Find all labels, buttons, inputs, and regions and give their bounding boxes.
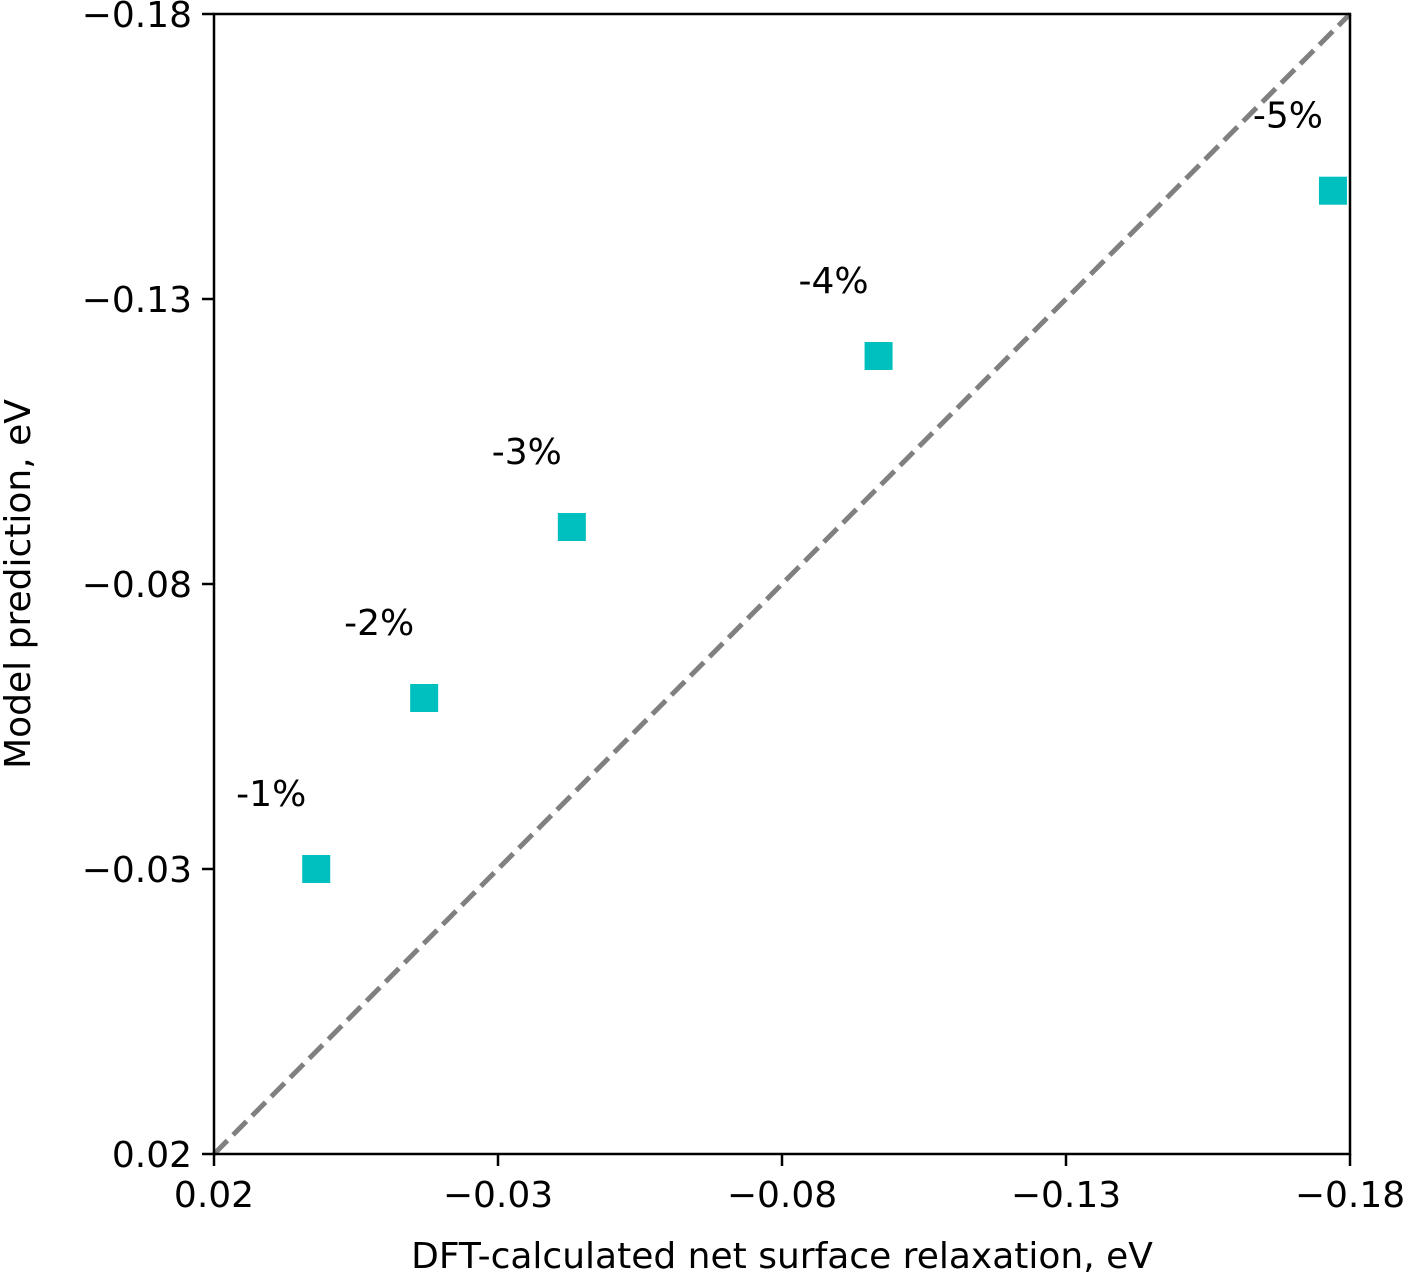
y-tick-label: −0.18: [82, 0, 192, 36]
data-point: [557, 513, 586, 541]
plot-frame: [212, 12, 1352, 1156]
annotations-layer: -1% -2% -3% -4% -5%: [236, 96, 1323, 815]
marks-layer: [212, 12, 1352, 1156]
ticks-layer: 0.02 −0.03 −0.08 −0.13 −0.18 0.02 −0.03 −0.08 −0…: [82, 0, 1405, 1216]
data-point: [410, 684, 439, 712]
x-tick-label: −0.08: [727, 1175, 837, 1216]
data-point: [1318, 176, 1347, 205]
x-tick-label: −0.13: [1011, 1175, 1121, 1216]
point-label: -3%: [492, 432, 562, 473]
reference-line: [212, 12, 1352, 1156]
point-label: -2%: [344, 603, 414, 644]
y-tick-label: −0.03: [82, 850, 192, 891]
y-tick-label: 0.02: [112, 1135, 192, 1176]
x-tick-label: −0.03: [443, 1175, 553, 1216]
data-point: [302, 855, 331, 883]
x-axis-label: DFT-calculated net surface relaxation, e…: [411, 1236, 1153, 1276]
point-label: -5%: [1253, 96, 1323, 137]
x-tick-label: 0.02: [174, 1175, 254, 1216]
point-label: -1%: [236, 774, 306, 815]
data-point: [864, 342, 893, 370]
y-axis-label: Model prediction, eV: [0, 399, 39, 769]
y-tick-label: −0.08: [82, 565, 192, 606]
y-tick-label: −0.13: [82, 280, 192, 321]
x-tick-label: −0.18: [1295, 1175, 1405, 1216]
point-label: -4%: [799, 261, 869, 302]
